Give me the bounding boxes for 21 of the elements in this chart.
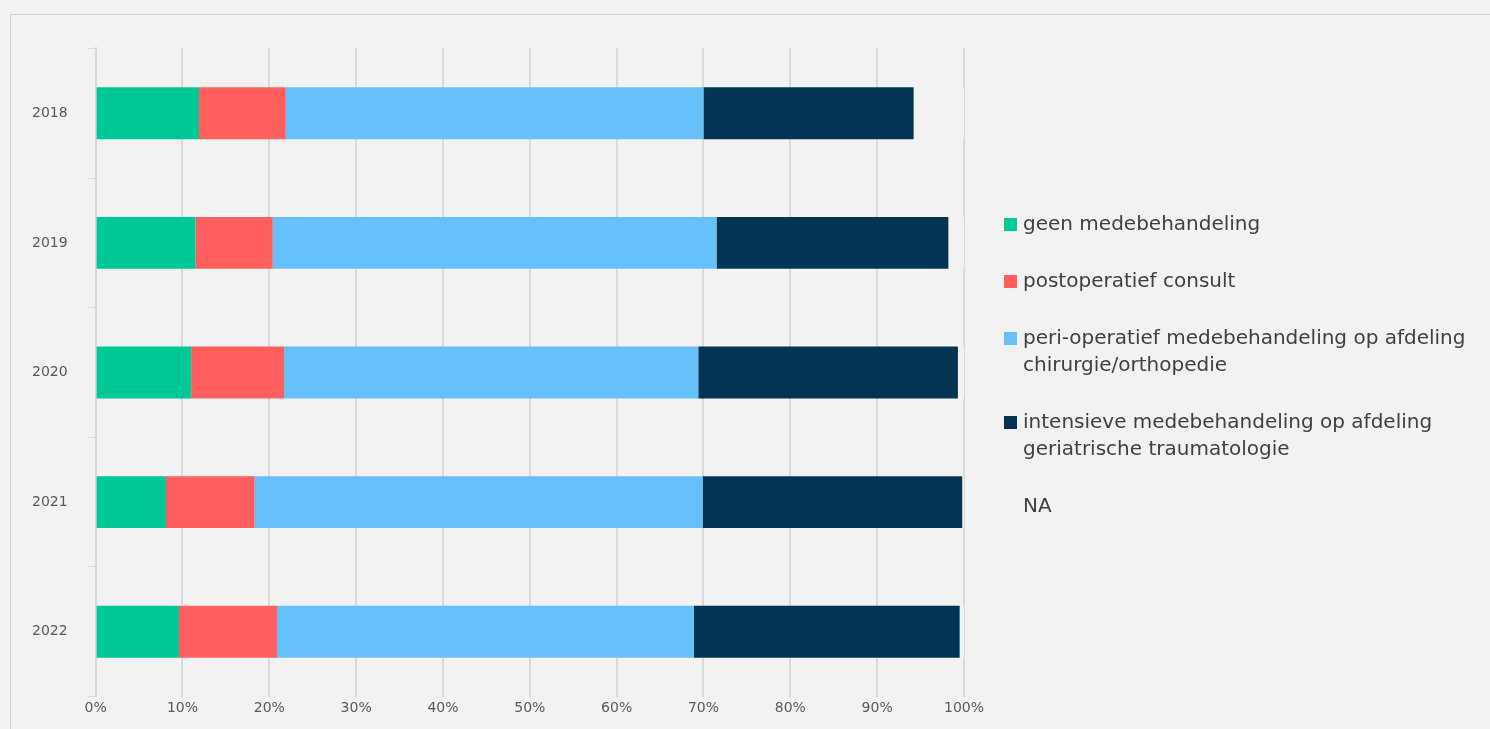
x-tick-label: 40% xyxy=(427,698,459,715)
y-tick-label: 2019 xyxy=(31,233,68,250)
x-tick-label: 70% xyxy=(687,698,720,715)
x-tick-label: 100% xyxy=(943,698,984,715)
x-tick-label: 90% xyxy=(861,698,893,715)
x-tick-label: 10% xyxy=(166,698,199,715)
legend-label: intensieve medebehandeling op afdeling geriatrische traumatologie xyxy=(1023,408,1434,462)
x-tick-label: 50% xyxy=(514,698,546,715)
legend-label: postoperatief consult xyxy=(1023,267,1236,294)
x-tick-label: 0% xyxy=(84,698,107,715)
legend-label: geen medebehandeling xyxy=(1023,210,1261,237)
y-tick-label: 2022 xyxy=(31,622,68,639)
y-tick-label: 2021 xyxy=(31,492,68,509)
x-tick-label: 60% xyxy=(601,698,633,715)
text: NA xyxy=(1023,492,1052,519)
legend-label: peri-operatief medebehandeling op afdeling chirurgie/orthopedie xyxy=(1023,324,1467,378)
y-tick-label: 2020 xyxy=(31,363,68,380)
x-tick-label: 80% xyxy=(774,698,806,715)
x-tick-label: 30% xyxy=(340,698,372,715)
y-tick-label: 2018 xyxy=(31,103,68,120)
x-tick-label: 20% xyxy=(253,698,285,715)
